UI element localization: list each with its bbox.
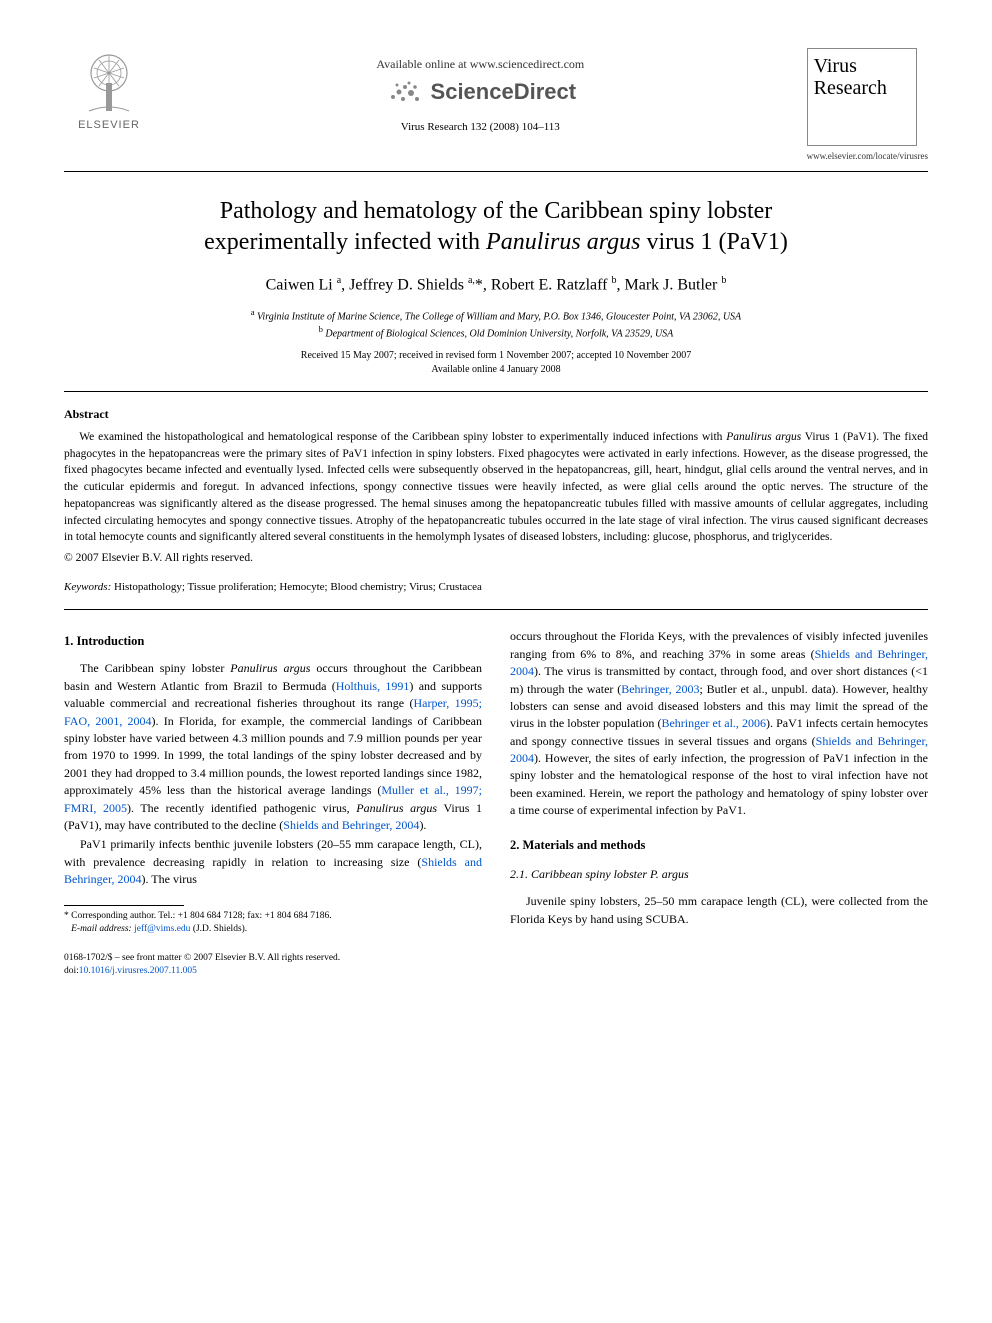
section-2-heading: 2. Materials and methods: [510, 836, 928, 854]
keywords: Keywords: Histopathology; Tissue prolife…: [64, 580, 928, 595]
paragraph-4: Juvenile spiny lobsters, 25–50 mm carapa…: [510, 893, 928, 928]
doi-value[interactable]: 10.1016/j.virusres.2007.11.005: [79, 966, 197, 976]
title-line2-ital: Panulirus argus: [486, 229, 640, 255]
section-1-heading: 1. Introduction: [64, 632, 482, 650]
elsevier-tree-icon: [74, 48, 144, 118]
affiliations: a Virginia Institute of Marine Science, …: [64, 307, 928, 342]
available-online: Available online at www.sciencedirect.co…: [154, 56, 807, 73]
paragraph-1: The Caribbean spiny lobster Panulirus ar…: [64, 660, 482, 834]
p1-pre: The Caribbean spiny lobster: [80, 661, 230, 675]
abstract-copyright: © 2007 Elsevier B.V. All rights reserved…: [64, 550, 928, 566]
paragraph-2: PaV1 primarily infects benthic juvenile …: [64, 836, 482, 888]
abstract-ital: Panulirus argus: [726, 431, 801, 443]
corresponding-author: * Corresponding author. Tel.: +1 804 684…: [64, 910, 482, 923]
journal-citation: Virus Research 132 (2008) 104–113: [154, 120, 807, 135]
paper-header: ELSEVIER Available online at www.science…: [64, 48, 928, 163]
keywords-rule: [64, 609, 928, 610]
p3-link2[interactable]: Behringer, 2003: [621, 682, 699, 696]
footnote-rule: [64, 905, 184, 906]
email-line: E-mail address: jeff@vims.edu (J.D. Shie…: [64, 923, 482, 936]
platform-brand: ScienceDirect: [154, 77, 807, 108]
platform-name: ScienceDirect: [431, 77, 577, 108]
journal-url: www.elsevier.com/locate/virusres: [807, 150, 928, 163]
title-rule: [64, 391, 928, 392]
publisher-logo: ELSEVIER: [64, 48, 154, 133]
p3-end: ). However, the sites of early infection…: [510, 751, 928, 817]
affiliation-b: Department of Biological Sciences, Old D…: [325, 328, 673, 339]
abstract-text: We examined the histopathological and he…: [64, 429, 928, 546]
abstract-pre: We examined the histopathological and he…: [79, 431, 726, 443]
doi-label: doi:: [64, 966, 79, 976]
right-column: occurs throughout the Florida Keys, with…: [510, 628, 928, 936]
p1-ital: Panulirus argus: [230, 661, 310, 675]
s21-pre: 2.1. Caribbean spiny lobster: [510, 867, 650, 881]
email-label: E-mail address:: [71, 924, 132, 934]
page-footer: 0168-1702/$ – see front matter © 2007 El…: [64, 952, 928, 979]
section-2-1-heading: 2.1. Caribbean spiny lobster P. argus: [510, 866, 928, 883]
body-columns: 1. Introduction The Caribbean spiny lobs…: [64, 628, 928, 936]
p1-end: ).: [419, 818, 426, 832]
dates-line1: Received 15 May 2007; received in revise…: [301, 350, 691, 361]
email-name: (J.D. Shields).: [190, 924, 247, 934]
journal-cover-line2: Research: [814, 77, 910, 99]
p1-link4[interactable]: Shields and Behringer, 2004: [283, 818, 419, 832]
journal-cover-block: Virus Research www.elsevier.com/locate/v…: [807, 48, 928, 163]
title-line1: Pathology and hematology of the Caribbea…: [220, 198, 773, 224]
email-value[interactable]: jeff@vims.edu: [134, 924, 190, 934]
abstract-heading: Abstract: [64, 406, 928, 423]
journal-cover-line1: Virus: [814, 55, 910, 77]
sciencedirect-burst-icon: [385, 77, 425, 107]
footnote-block: * Corresponding author. Tel.: +1 804 684…: [64, 910, 482, 937]
footer-doi: doi:10.1016/j.virusres.2007.11.005: [64, 965, 928, 978]
title-line2-post: virus 1 (PaV1): [641, 229, 788, 255]
top-rule: [64, 171, 928, 172]
keywords-text: Histopathology; Tissue proliferation; He…: [111, 581, 482, 593]
keywords-label: Keywords:: [64, 581, 111, 593]
journal-cover: Virus Research: [807, 48, 917, 146]
authors: Caiwen Li a, Jeffrey D. Shields a,*, Rob…: [64, 274, 928, 297]
center-header: Available online at www.sciencedirect.co…: [154, 48, 807, 135]
footer-line1: 0168-1702/$ – see front matter © 2007 El…: [64, 952, 928, 965]
p1-ital2: Panulirus argus: [356, 801, 437, 815]
publisher-name: ELSEVIER: [78, 118, 140, 133]
s21-ital: P. argus: [650, 867, 689, 881]
dates-line2: Available online 4 January 2008: [431, 364, 560, 375]
p1-link1[interactable]: Holthuis, 1991: [336, 679, 410, 693]
p2-end: ). The virus: [142, 872, 197, 886]
affiliation-a: Virginia Institute of Marine Science, Th…: [257, 311, 741, 322]
left-column: 1. Introduction The Caribbean spiny lobs…: [64, 628, 482, 936]
title-line2-pre: experimentally infected with: [204, 229, 486, 255]
p3-link3[interactable]: Behringer et al., 2006: [661, 716, 766, 730]
p1-mid4: ). The recently identified pathogenic vi…: [127, 801, 356, 815]
article-title: Pathology and hematology of the Caribbea…: [104, 196, 888, 258]
p2-pre: PaV1 primarily infects benthic juvenile …: [64, 837, 482, 868]
paragraph-3: occurs throughout the Florida Keys, with…: [510, 628, 928, 819]
abstract-post: Virus 1 (PaV1). The fixed phagocytes in …: [64, 431, 928, 543]
article-dates: Received 15 May 2007; received in revise…: [64, 349, 928, 377]
